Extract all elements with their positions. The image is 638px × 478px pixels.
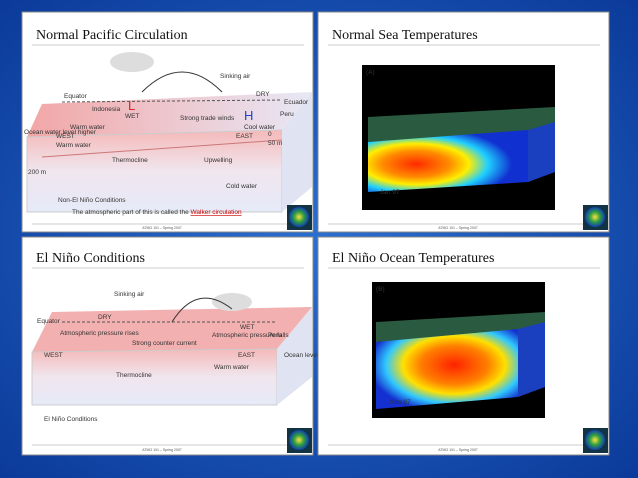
label: Peru [280, 111, 294, 118]
label: Non-El Niño Conditions [58, 197, 126, 204]
footer: ATMO 101 – Spring 2007 [142, 226, 181, 230]
label: Strong trade winds [180, 115, 235, 122]
cloud [110, 52, 154, 72]
caption: The atmospheric part of this is called t… [72, 209, 242, 216]
logo [585, 207, 605, 227]
logo [585, 430, 605, 450]
temperature-side [518, 322, 545, 397]
label: 200 m [28, 169, 46, 176]
label: Strong counter current [132, 340, 197, 347]
label: Cold water [226, 183, 258, 190]
label: Cool water [244, 124, 276, 131]
label: DRY [256, 91, 270, 98]
temperature-section [376, 329, 518, 409]
label: WEST [56, 133, 75, 140]
footer: ATMO 101 – Spring 2007 [438, 226, 477, 230]
footer: ATMO 101 – Spring 2007 [142, 448, 181, 452]
image-tag: (A) [366, 69, 375, 76]
logo [289, 207, 309, 227]
label: Equator [37, 318, 61, 325]
logo [289, 430, 309, 450]
label: 50 m [268, 140, 282, 147]
label: Peru [268, 332, 282, 339]
label: L [128, 98, 135, 113]
label: Thermocline [116, 372, 152, 379]
circulation-arrow [171, 297, 233, 323]
panel: El Niño Ocean Temperatures (B) Nov 97 AT… [317, 236, 610, 456]
circulation-arrow [141, 71, 223, 93]
panel: El Niño Conditions Sinking air Equator D… [21, 236, 335, 456]
label: Thermocline [112, 157, 148, 164]
label: Ocean water level higher [24, 129, 97, 136]
label: Ocean level rises [284, 352, 335, 359]
label: Atmospheric pressure falls [212, 332, 289, 339]
label: Indonesia [92, 106, 121, 113]
label: DRY [98, 314, 112, 321]
temperature-side [528, 122, 555, 182]
label: H [244, 108, 253, 123]
label: Equator [64, 93, 88, 100]
panel-title: Normal Pacific Circulation [36, 28, 188, 43]
label: El Niño Conditions [44, 416, 98, 423]
label: EAST [236, 133, 253, 140]
label: Atmospheric pressure rises [60, 330, 139, 337]
label: WET [125, 113, 139, 120]
panel-title: El Niño Ocean Temperatures [332, 251, 494, 266]
equator [61, 99, 283, 103]
panel-title: Normal Sea Temperatures [332, 28, 478, 43]
cloud [212, 293, 252, 311]
label: WEST [44, 352, 63, 359]
label: Ecuador [284, 99, 309, 106]
panel: Normal Sea Temperatures (A) Jan 97 ATMO … [317, 11, 610, 233]
ocean-side [282, 92, 312, 212]
panel-title: El Niño Conditions [36, 251, 145, 266]
ocean-top [32, 307, 312, 352]
footer: ATMO 101 – Spring 2007 [438, 448, 477, 452]
panel: Normal Pacific Circulation Sinking air E… [21, 11, 314, 233]
label: Sinking air [220, 73, 251, 80]
label: EAST [238, 352, 255, 359]
label: Warm water [56, 142, 92, 149]
label: Warm water [214, 364, 250, 371]
label: Upwelling [204, 157, 233, 164]
ocean-side [277, 307, 312, 405]
thermocline [41, 139, 283, 158]
label: Warm water [70, 124, 106, 131]
image-date: Nov 97 [390, 399, 411, 406]
label: Sinking air [114, 291, 145, 298]
image-tag: (B) [376, 286, 385, 293]
image-date: Jan 97 [380, 189, 400, 196]
temperature-section [368, 130, 528, 192]
ocean-top [27, 92, 312, 137]
label: 0 [268, 131, 272, 138]
label: WET [240, 324, 254, 331]
